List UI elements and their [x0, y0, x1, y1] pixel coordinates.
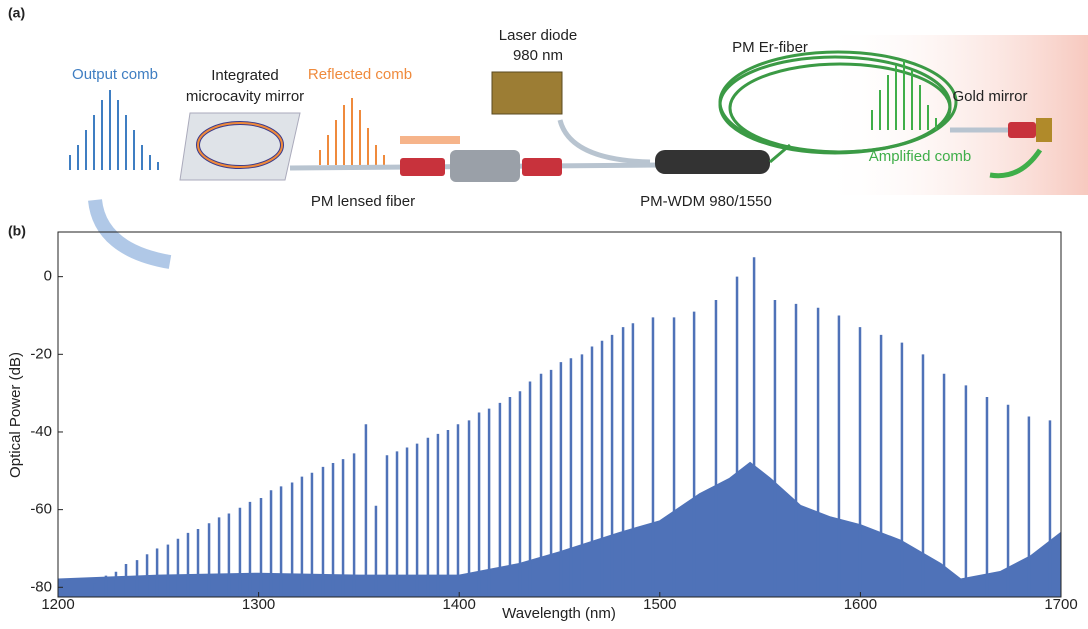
amplified-comb-bars — [871, 60, 937, 130]
label: 980 nm — [513, 47, 563, 64]
connector — [522, 158, 562, 176]
x-tick-label: 1300 — [242, 596, 275, 613]
adapter — [450, 150, 520, 182]
arrow — [989, 148, 1043, 179]
y-axis-label: Optical Power (dB) — [7, 352, 24, 478]
fiber — [769, 143, 791, 164]
label: Laser diode — [499, 27, 577, 44]
y-tick-label: -40 — [30, 423, 52, 440]
panel-label: (a) — [8, 5, 25, 21]
label: Integrated — [211, 67, 279, 84]
x-tick-label: 1500 — [643, 596, 676, 613]
output-comb-bars — [69, 90, 159, 170]
gold-mirror — [1036, 118, 1052, 142]
y-tick-label: -80 — [30, 578, 52, 595]
label: microcavity mirror — [186, 88, 304, 105]
label: PM Er-fiber — [732, 39, 808, 56]
label: Amplified comb — [869, 148, 972, 165]
wdm — [655, 150, 770, 174]
x-tick-label: 1600 — [844, 596, 877, 613]
arrow — [88, 198, 172, 269]
x-tick-label: 1200 — [41, 596, 74, 613]
x-tick-label: 1400 — [443, 596, 476, 613]
pedestal-fill — [58, 463, 1061, 597]
er-fiber-coil — [718, 50, 958, 155]
y-tick-label: 0 — [44, 268, 52, 285]
label: Gold mirror — [952, 88, 1027, 105]
schematic: (a) Output comb Integrated microcavity m… — [8, 5, 1088, 269]
connector — [400, 158, 445, 176]
label: Reflected comb — [308, 66, 412, 83]
y-tick-label: -60 — [30, 501, 52, 518]
fiber — [557, 119, 651, 165]
y-tick-label: -20 — [30, 345, 52, 362]
label: PM-WDM 980/1550 — [640, 193, 772, 210]
connector — [1008, 122, 1036, 138]
x-axis-label: Wavelength (nm) — [502, 605, 616, 622]
ring-glow — [197, 122, 283, 168]
reflected-comb-bars — [319, 98, 385, 165]
background-glow — [820, 35, 1088, 195]
label: Output comb — [72, 66, 158, 83]
panel-label: (b) — [8, 223, 26, 239]
label: PM lensed fiber — [311, 193, 415, 210]
pedestal-line — [57, 461, 1062, 581]
spectrum-chart: (b) Wavelength (nm) Optical Power (dB) 1… — [7, 223, 1078, 622]
plot-frame — [57, 231, 1062, 598]
x-tick-label: 1700 — [1044, 596, 1077, 613]
laser-diode — [491, 71, 563, 115]
